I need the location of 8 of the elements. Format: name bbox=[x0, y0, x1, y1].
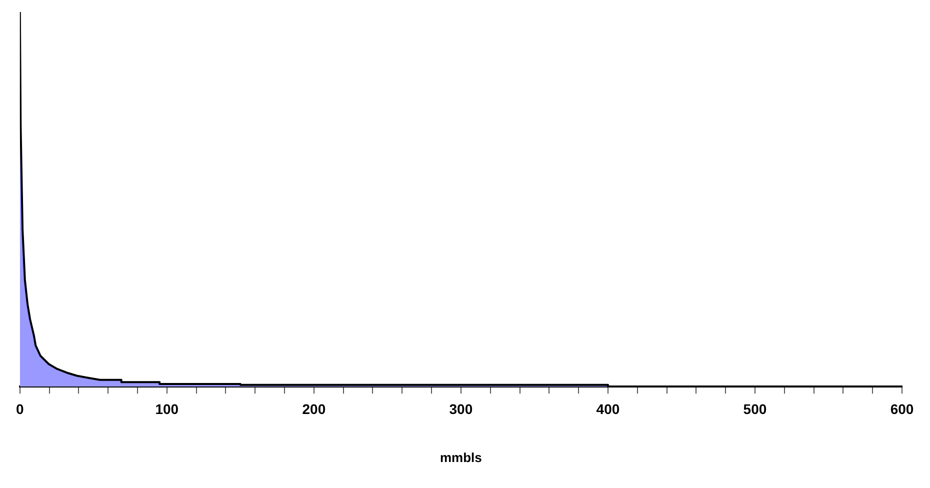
x-axis-title: mmbls bbox=[440, 450, 482, 465]
x-tick-label: 200 bbox=[302, 400, 326, 417]
x-tick-label: 100 bbox=[155, 400, 179, 417]
x-tick-label: 300 bbox=[449, 400, 473, 417]
x-tick-label: 500 bbox=[743, 400, 767, 417]
x-tick-label: 600 bbox=[890, 400, 914, 417]
x-tick-label: 0 bbox=[16, 400, 24, 417]
x-tick-label: 400 bbox=[596, 400, 620, 417]
